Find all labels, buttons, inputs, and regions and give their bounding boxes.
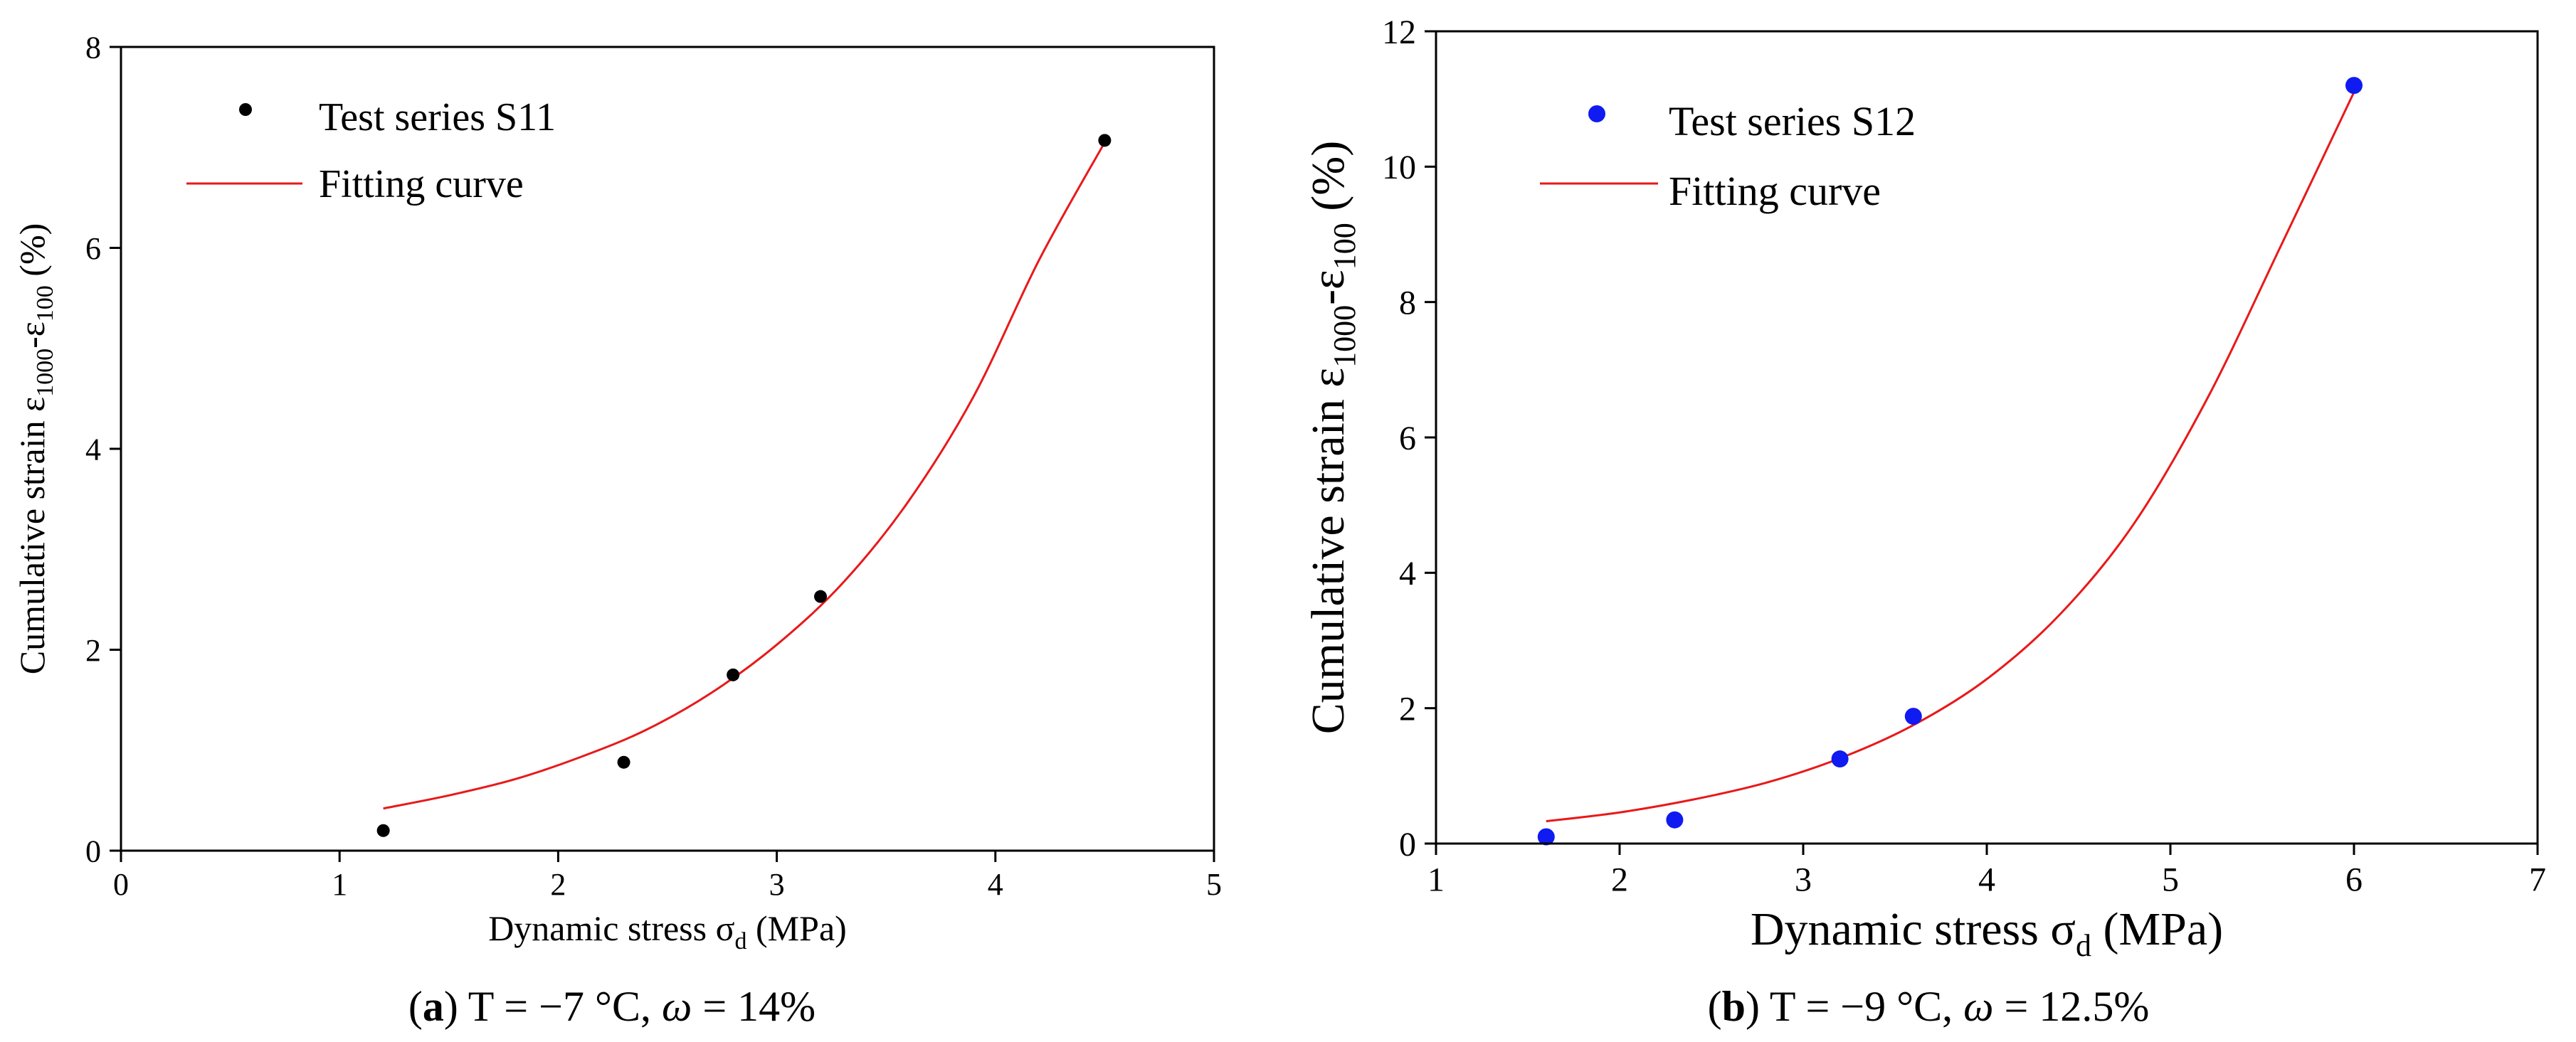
y-tick-label: 4 (85, 432, 101, 467)
y-label-part: (%) (1302, 141, 1354, 223)
data-point (814, 590, 828, 603)
fitting-curve-line (383, 142, 1106, 810)
panel-b-legend-line-label: Fitting curve (1669, 168, 1881, 214)
x-tick-label: 0 (113, 867, 129, 902)
y-label-part: -ε (12, 321, 52, 349)
x-tick-label: 2 (550, 867, 566, 902)
y-tick-label: 12 (1382, 14, 1416, 51)
panel-a-fit-line-layer (383, 142, 1106, 810)
panel-b-caption-label: b (1722, 983, 1746, 1030)
panel-b-caption-text: T = −9 °C, (1760, 983, 1963, 1030)
y-label-subscript: 1000 (32, 349, 58, 397)
y-axis-label-text: Cumulative strain ε1000-ε100 (%) (1302, 141, 1362, 734)
y-label-part: -ε (1302, 270, 1354, 305)
y-tick-label: 4 (1399, 555, 1416, 592)
panel-b-x-label-end: (MPa) (2091, 903, 2223, 955)
y-label-subscript: 100 (1327, 223, 1362, 270)
panel-b-caption-paren-open: ( (1708, 983, 1722, 1030)
panel-b-caption: (b) T = −9 °C, ω = 12.5% (1708, 983, 2150, 1030)
panel-b-x-label-main: Dynamic stress σ (1751, 903, 2076, 955)
y-tick-label: 6 (85, 231, 101, 266)
panel-a-y-axis-label: Cumulative strain ε1000-ε100 (%) (12, 223, 58, 675)
panel-a-x-axis-label: Dynamic stress σd (MPa) (488, 908, 847, 955)
panel-b-y-ticks: 0 2 4 6 8 10 12 (1382, 14, 1436, 863)
panel-a-caption-omega: ω (662, 983, 692, 1030)
y-tick-label: 0 (85, 834, 101, 868)
panel-a-x-label-sub: d (735, 928, 747, 955)
data-point (1098, 134, 1112, 147)
panel-a-x-ticks: 0 1 2 3 4 5 (113, 851, 1222, 902)
data-point (1537, 828, 1555, 846)
panel-b-fit-line-layer (1546, 92, 2355, 823)
y-axis-label-text: Cumulative strain ε1000-ε100 (%) (12, 223, 58, 675)
panel-b-x-ticks: 1 2 3 4 5 6 7 (1427, 844, 2546, 898)
panel-a-caption-label: a (423, 983, 444, 1030)
fitting-curve-line (1546, 92, 2355, 823)
panel-a-points-layer (376, 134, 1112, 837)
panel-b-caption-value: = 12.5% (1994, 983, 2150, 1030)
x-tick-label: 2 (1611, 861, 1628, 898)
panel-b-x-axis-label: Dynamic stress σd (MPa) (1751, 903, 2223, 963)
panel-a-legend-line-label: Fitting curve (319, 162, 524, 206)
panel-b-legend-points-label: Test series S12 (1669, 98, 1916, 144)
data-point (1666, 811, 1684, 829)
y-label-part: Cumulative strain ε (1302, 368, 1354, 734)
x-tick-label: 1 (1427, 861, 1445, 898)
y-label-subscript: 100 (32, 285, 58, 321)
panel-a-plot-frame (120, 46, 1215, 852)
panel-a-caption-text: T = −7 °C, (458, 983, 662, 1030)
data-point (727, 668, 740, 681)
y-label-subscript: 1000 (1327, 305, 1362, 368)
panel-b: Cumulative strain ε1000-ε100 (%) 0 2 4 6 8 10… (1302, 14, 2546, 1030)
x-tick-label: 7 (2529, 861, 2546, 898)
x-tick-label: 1 (332, 867, 347, 902)
y-tick-label: 0 (1399, 826, 1416, 863)
x-tick-label: 4 (1978, 861, 1995, 898)
data-point (376, 824, 390, 837)
y-label-part: (%) (12, 223, 52, 285)
y-tick-label: 2 (85, 633, 101, 668)
panel-b-points-layer (1537, 77, 2363, 846)
y-tick-label: 6 (1399, 420, 1416, 457)
panel-a-x-label-end: (MPa) (747, 908, 847, 948)
x-tick-label: 5 (1206, 867, 1222, 902)
data-point (1831, 750, 1849, 768)
panel-b-caption-omega: ω (1963, 983, 1993, 1030)
x-tick-label: 4 (988, 867, 1003, 902)
panel-a-legend-points-label: Test series S11 (319, 95, 556, 139)
data-point (2345, 77, 2363, 95)
panel-a-caption-paren-open: ( (408, 983, 423, 1030)
panel-b-x-label-sub: d (2076, 928, 2091, 963)
y-tick-label: 8 (85, 30, 101, 65)
y-label-part: Cumulative strain ε (12, 397, 52, 674)
panel-b-caption-paren-close: ) (1746, 983, 1760, 1030)
panel-a-caption: (a) T = −7 °C, ω = 14% (408, 983, 815, 1030)
panel-b-legend-marker (1588, 105, 1605, 122)
data-point (1904, 708, 1922, 725)
panel-a-caption-value: = 14% (692, 983, 815, 1030)
panel-a-x-label-main: Dynamic stress σ (488, 908, 734, 948)
y-tick-label: 8 (1399, 284, 1416, 321)
panel-b-y-axis-label: Cumulative strain ε1000-ε100 (%) (1302, 141, 1362, 734)
panel-b-legend: Test series S12 Fitting curve (1540, 98, 1916, 214)
y-tick-label: 2 (1399, 690, 1416, 728)
y-tick-label: 10 (1382, 149, 1416, 186)
x-tick-label: 3 (769, 867, 785, 902)
x-tick-label: 6 (2345, 861, 2363, 898)
data-point (617, 755, 630, 769)
panel-a-legend: Test series S11 Fitting curve (186, 95, 556, 206)
panel-b-plot-frame (1435, 30, 2539, 845)
panel-a-caption-paren-close: ) (444, 983, 458, 1030)
panel-a-y-ticks: 0 2 4 6 8 (85, 30, 121, 868)
panel-a-legend-marker (239, 103, 252, 116)
panel-a: Cumulative strain ε1000-ε100 (%) 0 2 4 6 8 0… (12, 30, 1222, 1030)
x-tick-label: 5 (2162, 861, 2179, 898)
x-tick-label: 3 (1795, 861, 1812, 898)
